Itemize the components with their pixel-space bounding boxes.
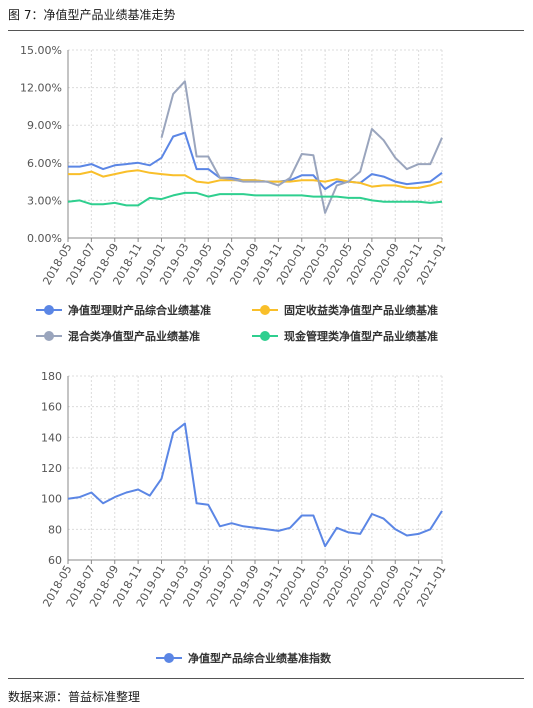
y-tick-label: 3.00% (27, 194, 62, 207)
bottom-rule (8, 678, 524, 679)
series-line-1 (68, 169, 443, 189)
legend-dot-marker (44, 305, 54, 315)
data-source: 数据来源：普益标准整理 (8, 690, 141, 704)
legend-dot-marker (260, 331, 270, 341)
legend-label: 混合类净值型产品业绩基准 (68, 329, 200, 343)
y-tick-label: 15.00% (20, 44, 62, 57)
chart-benchmark-rates: 0.00%3.00%6.00%9.00%12.00%15.00%2018-052… (20, 44, 449, 343)
legend-item-1[interactable]: 固定收益类净值型产品业绩基准 (252, 303, 438, 317)
series-line-3 (67, 191, 443, 207)
y-tick-label: 160 (41, 401, 62, 414)
legend-dot-marker (260, 305, 270, 315)
y-tick-label: 6.00% (27, 157, 62, 170)
series-line-2 (160, 80, 443, 214)
legend-label: 净值型理财产品综合业绩基准 (68, 303, 211, 317)
legend-dot-marker (44, 331, 54, 341)
y-tick-label: 12.00% (20, 82, 62, 95)
y-tick-label: 120 (41, 462, 62, 475)
y-tick-label: 140 (41, 431, 62, 444)
y-tick-label: 0.00% (27, 232, 62, 245)
legend-label: 现金管理类净值型产品业绩基准 (284, 329, 438, 343)
legend-label: 净值型产品综合业绩基准指数 (188, 651, 332, 665)
y-tick-label: 80 (48, 523, 62, 536)
y-tick-label: 180 (41, 370, 62, 383)
figure-title: 图 7：净值型产品业绩基准走势 (8, 8, 176, 22)
y-tick-label: 100 (41, 493, 62, 506)
series-line-0 (67, 422, 443, 548)
legend-item-2[interactable]: 混合类净值型产品业绩基准 (36, 329, 200, 343)
legend-item-0[interactable]: 净值型理财产品综合业绩基准 (36, 303, 211, 317)
y-tick-label: 9.00% (27, 119, 62, 132)
legend-item-3[interactable]: 现金管理类净值型产品业绩基准 (252, 329, 438, 343)
chart-benchmark-index: 60801001201401601802018-052018-072018-09… (40, 370, 448, 665)
y-tick-label: 60 (48, 554, 62, 567)
top-rule (8, 30, 524, 31)
legend-label: 固定收益类净值型产品业绩基准 (284, 303, 438, 317)
legend-item-0[interactable]: 净值型产品综合业绩基准指数 (156, 651, 332, 665)
legend-dot-marker (164, 653, 174, 663)
